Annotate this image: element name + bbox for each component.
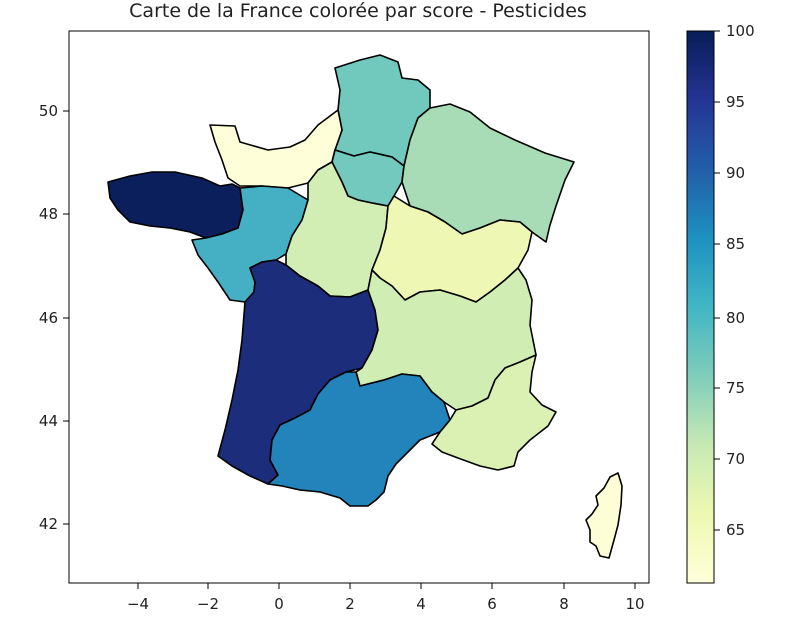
region-corse [585,472,623,559]
chart-title: Carte de la France colorée par score - P… [129,0,587,22]
colorbar-gradient [686,30,715,584]
y-tick-label: 42 [39,515,58,533]
colorbar: 65 70 75 80 85 90 95 100 [686,22,755,584]
x-axis: −4 −2 0 2 4 6 8 10 [127,583,645,613]
region-provence-alpes-cote-dazur [431,354,557,471]
colorbar-tick-label: 90 [726,164,745,182]
colorbar-tick-label: 95 [726,93,745,111]
colorbar-tick-label: 85 [726,235,745,253]
x-tick-label: 6 [487,595,497,613]
y-tick-label: 50 [39,102,58,120]
colorbar-tick-label: 75 [726,379,745,397]
y-axis: 42 44 46 48 50 [39,102,69,533]
y-tick-label: 48 [39,205,58,223]
colorbar-tick-label: 100 [726,22,755,40]
y-tick-label: 46 [39,309,58,327]
colorbar-tick-label: 65 [726,521,745,539]
x-tick-label: 8 [559,595,569,613]
colorbar-tick-label: 70 [726,450,745,468]
colorbar-tick-label: 80 [726,309,745,327]
x-tick-label: 0 [274,595,284,613]
y-tick-label: 44 [39,412,58,430]
x-tick-label: 10 [625,595,644,613]
regions-layer [107,54,623,559]
x-tick-label: 2 [345,595,355,613]
x-tick-label: −4 [127,595,149,613]
x-tick-label: −2 [197,595,219,613]
x-tick-label: 4 [416,595,426,613]
